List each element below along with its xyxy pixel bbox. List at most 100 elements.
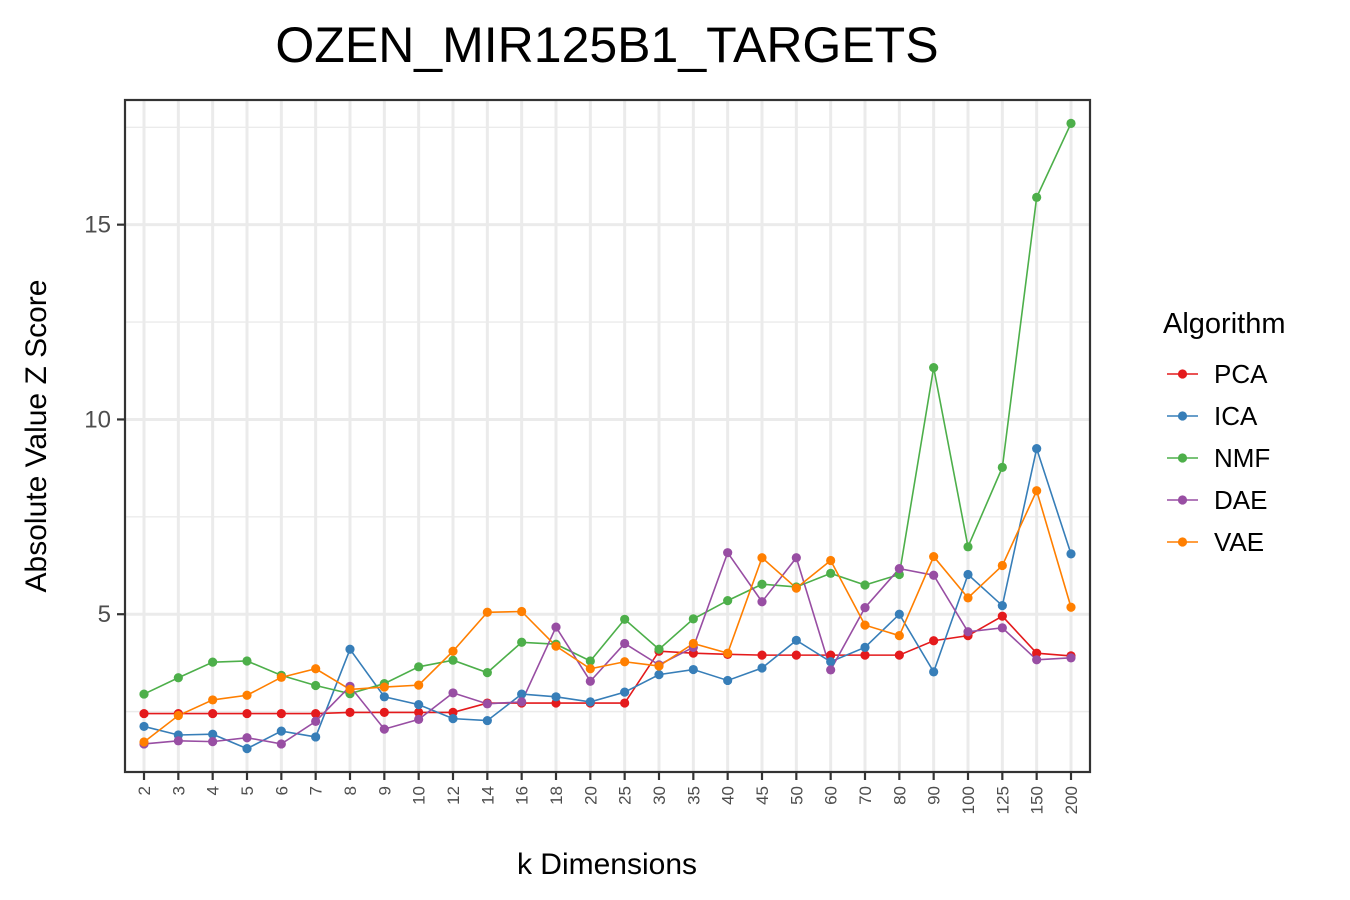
data-point-nmf — [242, 656, 252, 666]
x-tick-label: 150 — [1028, 786, 1047, 814]
data-point-vae — [379, 682, 389, 692]
data-point-dae — [311, 716, 321, 726]
x-tick-label: 3 — [169, 786, 188, 795]
data-point-nmf — [688, 614, 698, 624]
data-point-vae — [242, 690, 252, 700]
data-point-ica — [723, 675, 733, 686]
data-point-pca — [826, 650, 836, 660]
legend-marker-vae — [1177, 537, 1188, 547]
data-point-nmf — [1032, 192, 1042, 202]
data-point-vae — [1032, 486, 1042, 496]
data-point-pca — [242, 708, 252, 719]
data-point-vae — [620, 657, 630, 667]
legend-label-dae: DAE — [1214, 485, 1267, 515]
series-line-vae — [143, 488, 1072, 743]
data-point-nmf — [414, 662, 424, 672]
data-point-nmf — [929, 363, 939, 373]
data-point-vae — [345, 684, 355, 695]
data-point-vae — [276, 672, 286, 682]
data-point-ica — [1066, 549, 1076, 559]
data-point-pca — [620, 698, 630, 708]
legend: Algorithm PCA ICA NMF DAE VAE — [1163, 308, 1286, 557]
data-point-dae — [620, 638, 630, 649]
data-point-pca — [929, 636, 939, 646]
data-point-ica — [482, 715, 492, 726]
data-point-dae — [826, 665, 836, 675]
data-point-dae — [791, 553, 801, 563]
data-point-dae — [894, 564, 904, 574]
data-point-pca — [860, 650, 870, 660]
data-point-vae — [551, 641, 561, 651]
x-tick-label: 20 — [581, 786, 600, 805]
data-point-pca — [791, 650, 801, 660]
data-point-ica — [894, 609, 904, 619]
legend-label-pca: PCA — [1214, 359, 1268, 389]
data-point-vae — [482, 607, 492, 617]
data-point-vae — [860, 620, 870, 630]
data-point-nmf — [826, 568, 836, 578]
data-point-ica — [139, 721, 149, 732]
x-axis-title: k Dimensions — [517, 848, 697, 881]
series-line-nmf — [143, 123, 1072, 695]
data-point-vae — [585, 664, 595, 674]
data-point-vae — [791, 583, 801, 593]
data-point-vae — [723, 648, 733, 658]
x-tick-label: 70 — [856, 786, 875, 805]
chart-title: OZEN_MIR125B1_TARGETS — [275, 17, 938, 73]
data-point-vae — [894, 631, 904, 641]
data-point-dae — [963, 627, 973, 637]
series-line-ica — [143, 445, 1072, 750]
data-point-nmf — [139, 689, 149, 699]
data-point-ica — [379, 692, 389, 702]
data-point-vae — [517, 606, 527, 617]
data-point-ica — [963, 569, 973, 580]
data-point-pca — [1032, 648, 1042, 658]
data-point-ica — [551, 692, 561, 702]
data-point-ica — [276, 726, 286, 736]
legend-marker-pca — [1177, 369, 1188, 379]
data-point-vae — [997, 560, 1007, 571]
data-point-ica — [620, 687, 630, 697]
data-point-nmf — [963, 542, 973, 552]
data-point-nmf — [1066, 118, 1076, 128]
x-tick-label: 50 — [787, 786, 806, 805]
data-point-pca — [311, 708, 321, 719]
data-point-nmf — [448, 655, 458, 665]
data-point-nmf — [585, 656, 595, 666]
legend-title: Algorithm — [1163, 308, 1286, 340]
data-point-ica — [791, 635, 801, 645]
data-point-vae — [929, 551, 939, 562]
x-tick-label: 30 — [650, 786, 669, 805]
data-point-vae — [963, 593, 973, 603]
x-tick-label: 35 — [684, 786, 703, 805]
x-tick-label: 9 — [375, 786, 394, 795]
data-point-dae — [1066, 653, 1076, 663]
data-point-ica — [860, 642, 870, 652]
x-tick-label: 8 — [341, 786, 360, 795]
data-point-ica — [311, 732, 321, 742]
data-point-dae — [482, 699, 492, 709]
data-point-ica — [1032, 444, 1042, 454]
data-point-pca — [997, 611, 1007, 621]
data-point-dae — [242, 733, 252, 743]
data-point-ica — [517, 689, 527, 699]
y-tick-label: 10 — [84, 406, 111, 433]
data-point-nmf — [654, 644, 664, 654]
x-tick-label: 2 — [135, 786, 154, 795]
data-point-nmf — [620, 614, 630, 624]
data-point-nmf — [208, 657, 218, 667]
data-point-dae — [517, 697, 527, 707]
x-tick-label: 5 — [238, 786, 257, 795]
data-point-nmf — [723, 595, 733, 606]
data-point-nmf — [757, 579, 767, 589]
data-point-ica — [688, 664, 698, 675]
data-point-ica — [654, 670, 664, 680]
data-point-vae — [654, 661, 664, 671]
data-point-pca — [757, 650, 767, 660]
data-point-pca — [139, 708, 149, 719]
y-tick-label: 15 — [84, 212, 111, 239]
data-point-dae — [276, 739, 286, 749]
legend-label-ica: ICA — [1214, 401, 1258, 431]
x-tick-label: 7 — [307, 786, 326, 795]
x-tick-label: 200 — [1062, 786, 1081, 814]
